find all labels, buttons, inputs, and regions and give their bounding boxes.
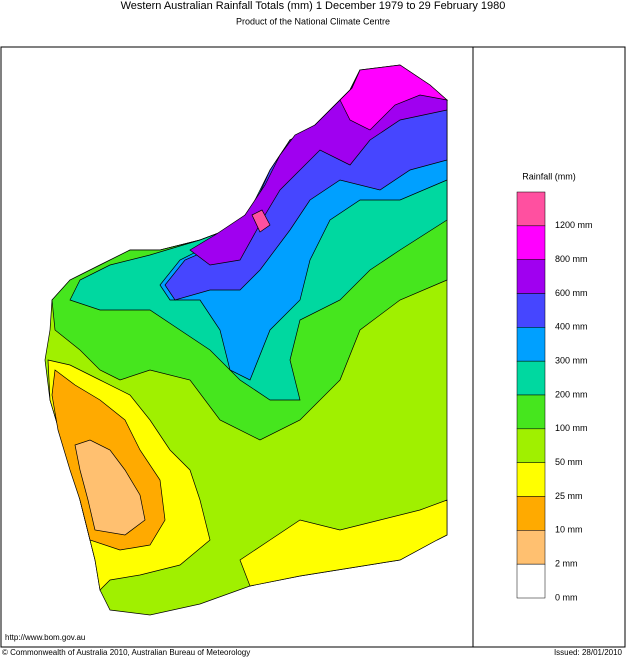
legend-swatch xyxy=(516,428,546,463)
legend-swatch xyxy=(516,191,546,227)
footer-url: http://www.bom.gov.au xyxy=(5,633,85,642)
zone-2 xyxy=(74,439,146,536)
footer-copyright: © Commonwealth of Australia 2010, Austra… xyxy=(2,648,250,657)
legend-swatch xyxy=(516,496,546,531)
legend-swatch xyxy=(516,530,546,565)
legend-label: 2 mm xyxy=(555,559,578,569)
legend-swatch xyxy=(516,563,546,599)
legend-label: 25 mm xyxy=(555,491,583,501)
rainfall-map xyxy=(44,64,449,616)
legend-label: 400 mm xyxy=(555,322,588,332)
legend-label: 0 mm xyxy=(555,592,578,602)
map-frame xyxy=(0,46,626,648)
legend-label: 300 mm xyxy=(555,356,588,366)
legend-swatch xyxy=(516,360,546,396)
legend-label: 100 mm xyxy=(555,423,588,433)
footer-issued: Issued: 28/01/2010 xyxy=(554,648,623,657)
zone-50-south xyxy=(239,499,448,587)
legend-swatch xyxy=(516,462,546,497)
legend-swatch xyxy=(516,225,546,260)
zone-1200 xyxy=(251,209,271,233)
legend: 1200 mm 800 mm 600 mm 400 mm 300 mm 200 mm 100… xyxy=(516,191,593,602)
legend-swatch xyxy=(516,293,546,328)
subtitle: Product of the National Climate Centre xyxy=(236,16,390,26)
legend-label: 200 mm xyxy=(555,389,588,399)
legend-swatch xyxy=(516,259,546,294)
legend-swatch xyxy=(516,394,546,430)
legend-label: 600 mm xyxy=(555,288,588,298)
title: Western Australian Rainfall Totals (mm) … xyxy=(121,0,506,12)
legend-label: 1200 mm xyxy=(555,220,593,230)
zone-800 xyxy=(339,64,449,131)
legend-title: Rainfall (mm) xyxy=(522,171,576,181)
legend-swatch xyxy=(516,327,546,362)
legend-label: 50 mm xyxy=(555,457,583,467)
legend-label: 800 mm xyxy=(555,254,588,264)
legend-label: 10 mm xyxy=(555,525,583,535)
